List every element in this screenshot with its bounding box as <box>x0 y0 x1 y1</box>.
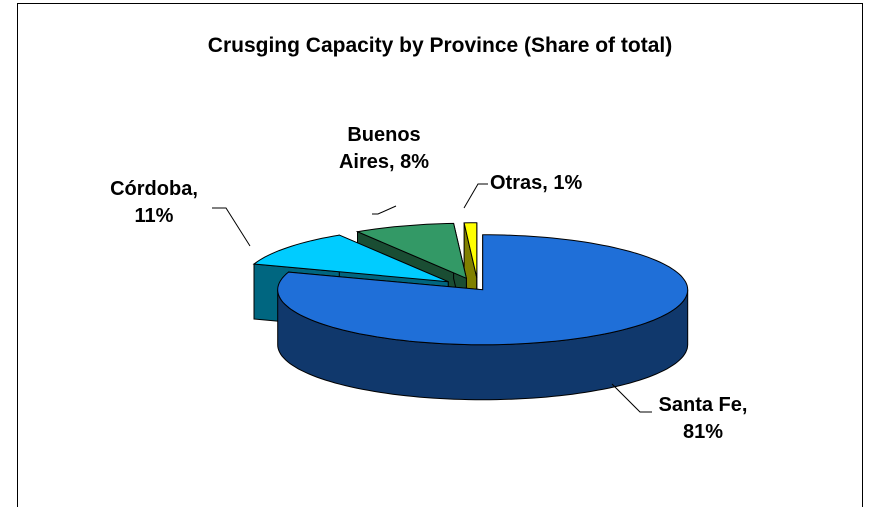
leader-line <box>212 207 251 247</box>
data-label: Córdoba, 11% <box>110 178 198 227</box>
slice-top <box>277 234 689 346</box>
slice-top <box>355 222 468 280</box>
slice-top <box>463 222 478 278</box>
data-label: Otras, 1% <box>490 172 583 194</box>
leader-line <box>463 183 488 209</box>
data-label: Santa Fe, 81% <box>658 394 748 443</box>
chart-title: Crusging Capacity by Province (Share of … <box>207 34 673 57</box>
slice-top <box>252 234 449 283</box>
pie-slice <box>277 234 689 401</box>
leader-lines <box>212 183 652 413</box>
leader-line <box>372 205 397 215</box>
leader-line <box>611 383 652 413</box>
pie <box>252 222 689 401</box>
data-label: Buenos Aires, 8% <box>338 124 430 173</box>
